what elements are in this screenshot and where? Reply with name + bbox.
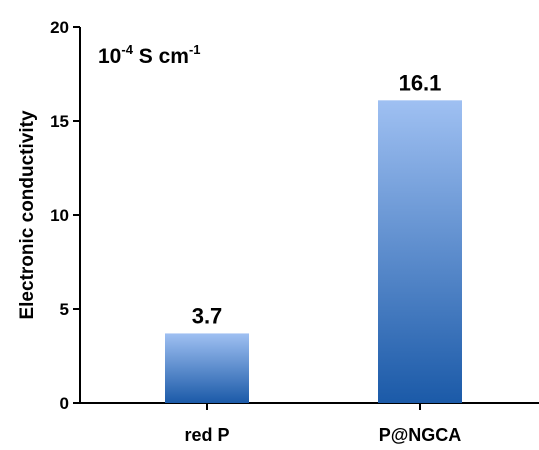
y-tick-label: 20 <box>50 18 69 37</box>
y-axis-title: Electronic conductivity <box>17 110 38 319</box>
unit-label: 10-4 S cm-1 <box>98 42 201 68</box>
x-category-label: P@NGCA <box>379 425 462 445</box>
y-tick-label: 5 <box>60 300 69 319</box>
x-category-label: red P <box>184 425 229 445</box>
bar-value-label: 3.7 <box>192 303 223 328</box>
bar-red-p <box>165 333 249 403</box>
y-tick-label: 15 <box>50 112 69 131</box>
y-tick-label: 0 <box>60 394 69 413</box>
bar-p-ngca <box>378 100 462 403</box>
y-tick-label: 10 <box>50 206 69 225</box>
bar-value-label: 16.1 <box>399 70 442 95</box>
